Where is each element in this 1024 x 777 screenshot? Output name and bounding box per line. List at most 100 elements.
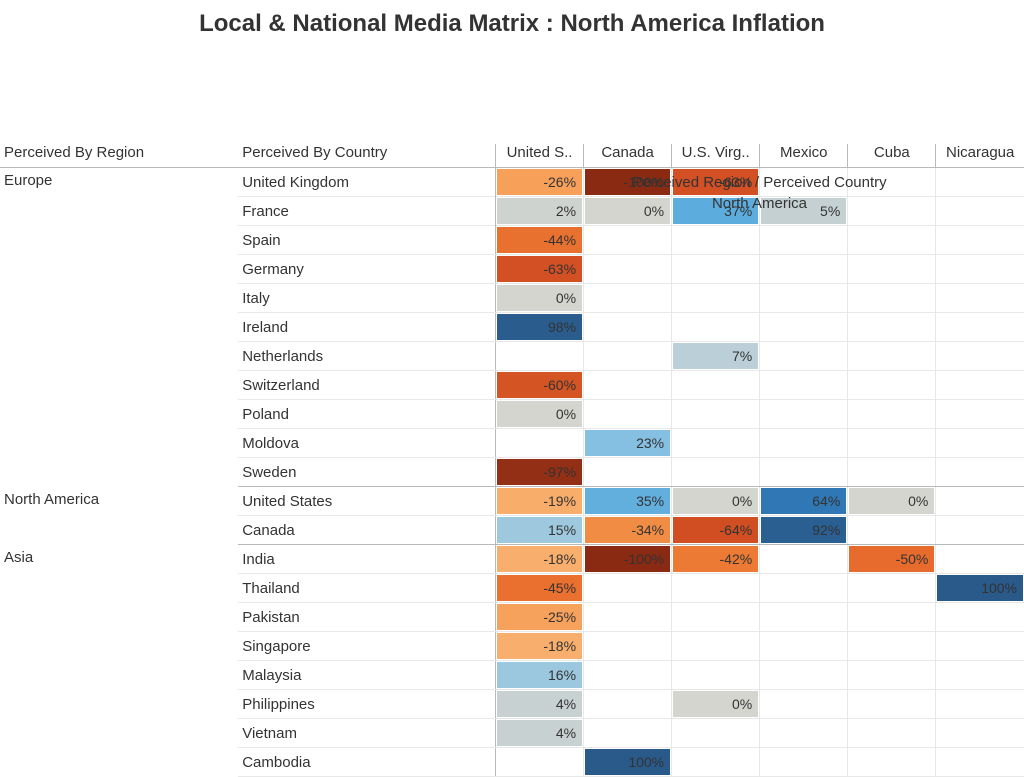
country-cell: Malaysia (238, 661, 495, 690)
value-cell (584, 661, 672, 690)
country-cell: Singapore (238, 632, 495, 661)
value-cell: 100% (584, 748, 672, 777)
row-header-region: Perceived By Region (0, 144, 238, 168)
value-cell (672, 429, 760, 458)
super-header-line1: Perceived Region / Perceived Country (495, 144, 1024, 191)
value-cell (936, 516, 1024, 545)
value-cell (672, 313, 760, 342)
value-cell-box: 100% (585, 749, 670, 775)
value-cell (848, 632, 936, 661)
heatmap-matrix: Perceived Region / Perceived Country Nor… (0, 144, 1024, 777)
value-cell: -45% (495, 574, 583, 603)
value-cell: 98% (495, 313, 583, 342)
value-cell (584, 690, 672, 719)
value-cell (672, 632, 760, 661)
value-cell: 92% (760, 516, 848, 545)
value-cell: 35% (584, 487, 672, 516)
value-cell (936, 487, 1024, 516)
value-cell-box: -60% (497, 372, 582, 398)
country-cell: Philippines (238, 690, 495, 719)
value-cell: -63% (495, 255, 583, 284)
value-cell (936, 719, 1024, 748)
value-cell (936, 400, 1024, 429)
value-cell: 100% (936, 574, 1024, 603)
country-cell: Switzerland (238, 371, 495, 400)
value-cell: 0% (672, 487, 760, 516)
value-cell-box: -25% (497, 604, 582, 630)
value-cell (584, 574, 672, 603)
value-cell (584, 458, 672, 487)
value-cell: 4% (495, 690, 583, 719)
value-cell (760, 226, 848, 255)
value-cell (672, 603, 760, 632)
value-cell-box: 4% (497, 720, 582, 746)
value-cell-box: 64% (761, 488, 846, 514)
value-cell (584, 284, 672, 313)
value-cell: 0% (848, 487, 936, 516)
value-cell (760, 690, 848, 719)
value-cell: 16% (495, 661, 583, 690)
value-cell (848, 342, 936, 371)
value-cell (760, 632, 848, 661)
country-cell: Sweden (238, 458, 495, 487)
value-cell: -42% (672, 545, 760, 574)
value-cell (584, 603, 672, 632)
value-cell-box: -44% (497, 227, 582, 253)
value-cell (760, 342, 848, 371)
value-cell (584, 255, 672, 284)
country-cell: United States (238, 487, 495, 516)
country-cell: India (238, 545, 495, 574)
value-cell (760, 371, 848, 400)
value-cell (584, 342, 672, 371)
value-cell (936, 226, 1024, 255)
country-cell: France (238, 197, 495, 226)
value-cell-box: 0% (497, 401, 582, 427)
value-cell (672, 371, 760, 400)
value-cell (936, 603, 1024, 632)
country-cell: Italy (238, 284, 495, 313)
value-cell (936, 371, 1024, 400)
value-cell (760, 748, 848, 777)
value-cell-box: 7% (673, 343, 758, 369)
region-cell: Europe (0, 168, 238, 487)
value-cell (760, 255, 848, 284)
value-cell: 23% (584, 429, 672, 458)
value-cell-box: 16% (497, 662, 582, 688)
value-cell (936, 429, 1024, 458)
country-cell: Spain (238, 226, 495, 255)
country-cell: Cambodia (238, 748, 495, 777)
value-cell: -18% (495, 545, 583, 574)
value-cell: -64% (672, 516, 760, 545)
country-cell: Ireland (238, 313, 495, 342)
row-header-country: Perceived By Country (238, 144, 495, 168)
value-cell (672, 255, 760, 284)
value-cell-box: 35% (585, 488, 670, 514)
super-header-line2: North America (495, 191, 1024, 212)
value-cell-box: 0% (673, 691, 758, 717)
value-cell: -44% (495, 226, 583, 255)
value-cell (848, 226, 936, 255)
value-cell: 0% (495, 400, 583, 429)
region-cell: North America (0, 487, 238, 545)
value-cell (672, 719, 760, 748)
country-cell: Netherlands (238, 342, 495, 371)
value-cell-box: 4% (497, 691, 582, 717)
value-cell (936, 690, 1024, 719)
value-cell-box: 0% (849, 488, 934, 514)
region-cell: Asia (0, 545, 238, 777)
table-row: AsiaIndia-18%-100%-42%-50% (0, 545, 1024, 574)
country-cell: Canada (238, 516, 495, 545)
value-cell (760, 661, 848, 690)
heatmap-table: Perceived By Region Perceived By Country… (0, 144, 1024, 777)
value-cell (848, 603, 936, 632)
table-row: North AmericaUnited States-19%35%0%64%0% (0, 487, 1024, 516)
value-cell-box: 0% (673, 488, 758, 514)
value-cell-box: 0% (497, 285, 582, 311)
value-cell (848, 400, 936, 429)
value-cell (584, 313, 672, 342)
value-cell (760, 603, 848, 632)
value-cell-box: 15% (497, 517, 582, 543)
value-cell (584, 400, 672, 429)
value-cell (760, 400, 848, 429)
value-cell (936, 313, 1024, 342)
